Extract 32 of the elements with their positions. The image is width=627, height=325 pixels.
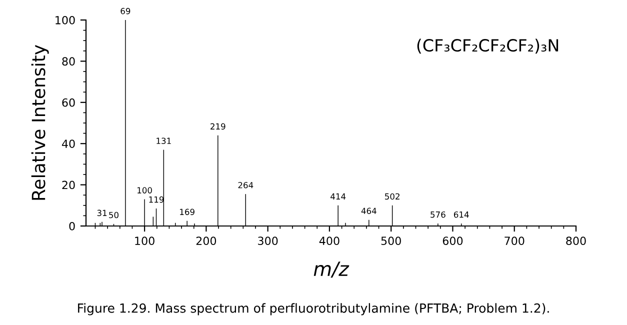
y-tick-label: 0: [69, 222, 75, 230]
annotation: 464: [361, 208, 376, 214]
y-axis-title: Relative Intensity: [31, 44, 49, 200]
x-tick-label: 500: [381, 236, 401, 246]
x-tick-label: 700: [504, 236, 524, 246]
annotation: 69: [120, 8, 130, 14]
y-tick-label: 80: [62, 57, 75, 66]
annotation: 414: [330, 193, 346, 200]
x-tick-label: 800: [566, 236, 586, 246]
y-tick-label: 60: [62, 98, 75, 107]
caption: Figure 1.29. Mass spectrum of perfluorotributylamine (PFTBA; Problem 1.2).: [78, 303, 549, 316]
annotation: 219: [210, 123, 226, 130]
annotation: 31: [97, 210, 107, 216]
y-tick-label: 40: [62, 140, 75, 148]
annotation: 614: [454, 211, 469, 218]
annotation: 119: [149, 196, 164, 203]
y-tick-label: 20: [62, 180, 75, 190]
annotation: 169: [180, 208, 194, 216]
annotation: 50: [109, 212, 118, 218]
x-tick-label: 300: [258, 236, 278, 246]
annotation: 131: [156, 138, 171, 144]
x-tick-label: 200: [196, 236, 216, 246]
x-axis-title: m/z: [314, 262, 350, 278]
x-tick-label: 100: [135, 236, 154, 246]
annotation: 576: [430, 211, 446, 218]
annotation: (CF₃CF₂CF₂CF₂)₃N: [417, 38, 558, 54]
y-tick-label: 100: [56, 16, 75, 24]
annotation: 264: [238, 182, 254, 188]
x-tick-label: 400: [319, 236, 340, 246]
x-tick-label: 600: [442, 236, 463, 246]
annotation: 502: [385, 193, 400, 200]
annotation: 100: [138, 187, 152, 194]
